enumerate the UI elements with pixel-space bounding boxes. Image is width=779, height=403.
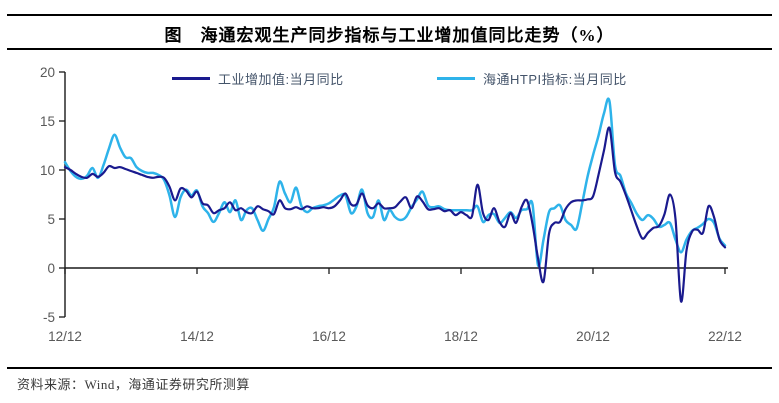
x-tick-label: 14/12 (180, 329, 214, 344)
x-tick-label: 22/12 (708, 329, 742, 344)
x-tick-label: 20/12 (576, 329, 610, 344)
source-note: 资料来源：Wind，海通证券研究所测算 (17, 377, 250, 392)
y-tick-label: 5 (47, 212, 55, 227)
title-divider-rule (7, 48, 772, 50)
y-tick-label: 20 (40, 65, 55, 80)
legend-item-htpi: 海通HTPI指标:当月同比 (437, 70, 627, 87)
legend-label-industrial: 工业增加值:当月同比 (218, 71, 344, 87)
industrial-series-line (63, 126, 727, 303)
top-rule (7, 14, 772, 16)
htpi-series-line (63, 97, 727, 268)
x-tick-label: 16/12 (312, 329, 346, 344)
y-tick-label: 10 (40, 163, 55, 178)
y-tick-label: 0 (47, 261, 55, 276)
x-tick-label: 18/12 (444, 329, 478, 344)
htpi-line-swatch (437, 76, 475, 80)
x-tick-label: 12/12 (48, 329, 82, 344)
chart-title: 图 海通宏观生产同步指标与工业增加值同比走势（%） (164, 26, 615, 45)
y-tick-label: 15 (40, 114, 55, 129)
y-tick-label: -5 (43, 310, 55, 325)
industrial-line-swatch (172, 76, 210, 80)
bottom-rule (7, 367, 772, 369)
legend-label-htpi: 海通HTPI指标:当月同比 (483, 71, 627, 87)
legend-item-industrial: 工业增加值:当月同比 (172, 70, 344, 87)
